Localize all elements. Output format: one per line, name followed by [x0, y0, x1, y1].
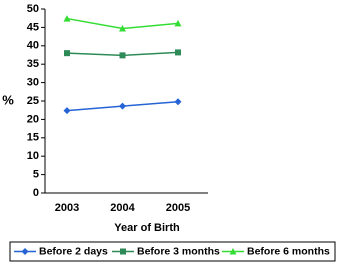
x-tick-label: 2004 [110, 202, 135, 214]
legend-box [9, 241, 336, 262]
marker [21, 248, 29, 255]
y-tick-label: 35 [27, 58, 39, 70]
marker [63, 107, 71, 115]
marker [119, 25, 126, 32]
x-tick-label: 2003 [55, 202, 79, 214]
marker [119, 102, 126, 110]
legend-label: Before 3 months [137, 245, 220, 257]
marker [120, 248, 126, 255]
y-tick-label: 20 [27, 113, 39, 125]
y-tick-label: 15 [27, 132, 39, 144]
marker [63, 15, 71, 22]
y-tick-label: 30 [27, 77, 39, 89]
marker [229, 248, 237, 255]
x-axis-label: Year of Birth [114, 222, 180, 234]
y-tick-label: 45 [27, 21, 39, 33]
y-tick-label: 0 [33, 187, 39, 199]
marker [174, 19, 182, 27]
marker [174, 98, 182, 106]
y-tick-label: 25 [27, 95, 39, 107]
marker [175, 49, 181, 56]
y-tick-label: 50 [27, 3, 39, 15]
legend-label: Before 2 days [39, 245, 108, 257]
marker [119, 52, 126, 59]
x-tick-label: 2005 [166, 202, 190, 214]
legend-label: Before 6 months [247, 245, 330, 257]
y-tick-label: 5 [33, 169, 39, 181]
y-tick-label: 40 [27, 40, 39, 52]
marker [64, 50, 70, 57]
y-axis-label: % [2, 92, 14, 107]
y-tick-label: 10 [27, 150, 39, 162]
